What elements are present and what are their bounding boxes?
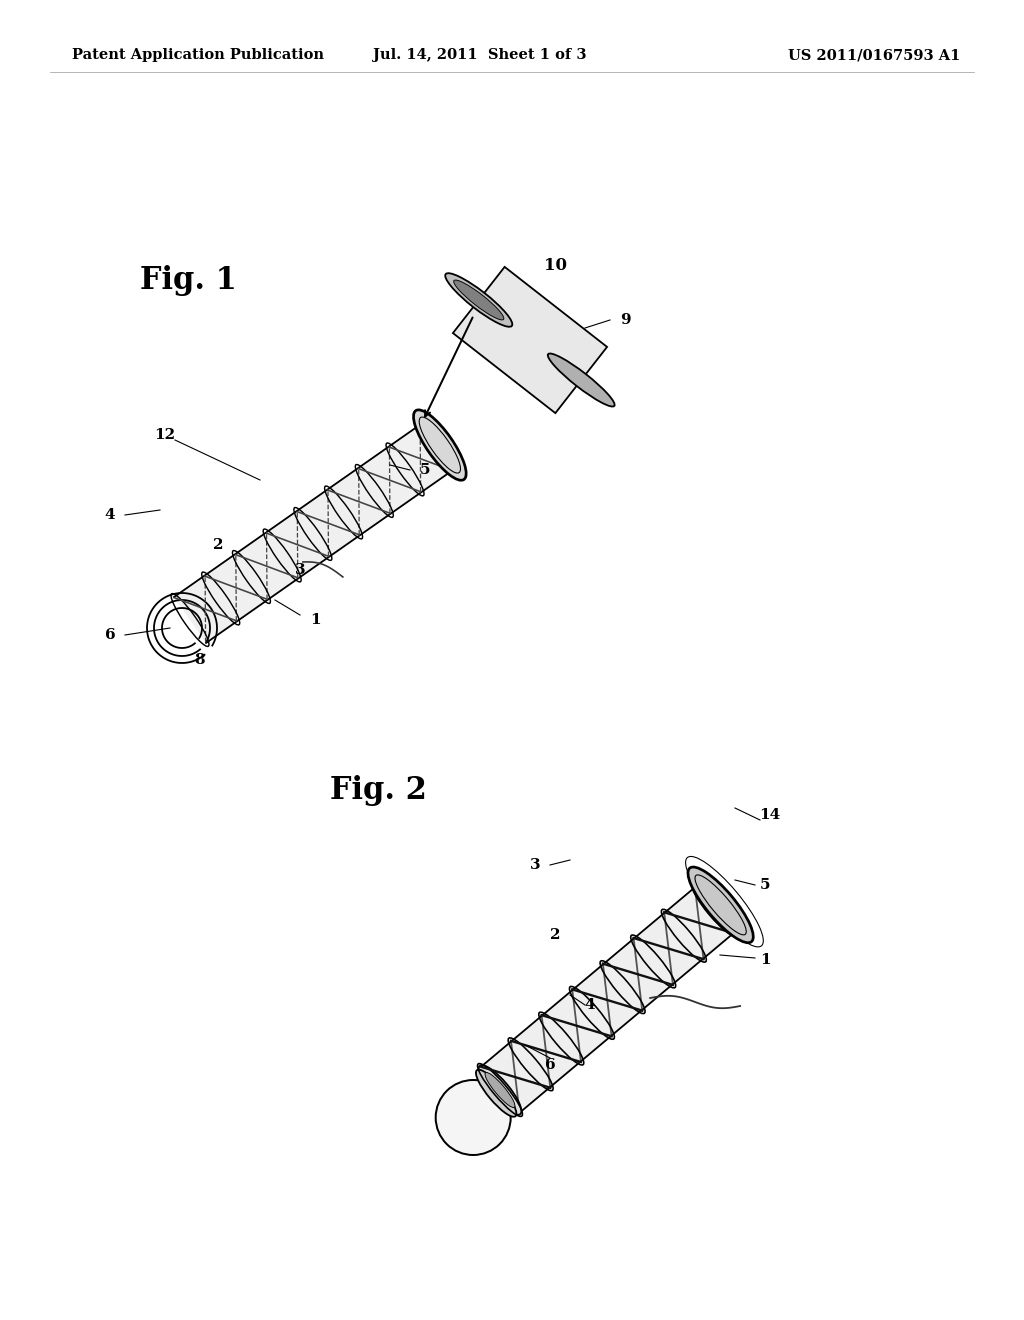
Ellipse shape (435, 1080, 511, 1155)
Text: 6: 6 (104, 628, 116, 642)
Text: Jul. 14, 2011  Sheet 1 of 3: Jul. 14, 2011 Sheet 1 of 3 (374, 48, 587, 62)
Ellipse shape (688, 867, 754, 942)
Text: US 2011/0167593 A1: US 2011/0167593 A1 (787, 48, 961, 62)
Text: Fig. 2: Fig. 2 (330, 775, 427, 805)
Ellipse shape (454, 280, 504, 319)
Text: 1: 1 (760, 953, 770, 968)
Text: 5: 5 (420, 463, 430, 477)
Text: 2: 2 (550, 928, 560, 942)
Ellipse shape (548, 354, 614, 407)
Polygon shape (480, 887, 734, 1113)
Text: 4: 4 (104, 508, 116, 521)
Text: 10: 10 (544, 256, 566, 273)
Polygon shape (453, 267, 607, 413)
Ellipse shape (478, 1065, 521, 1115)
Text: 3: 3 (295, 564, 305, 577)
Ellipse shape (476, 1069, 516, 1117)
Text: 8: 8 (195, 653, 206, 667)
Text: 4: 4 (585, 998, 595, 1012)
Text: 14: 14 (760, 808, 780, 822)
Text: 3: 3 (529, 858, 541, 873)
Text: 6: 6 (545, 1059, 555, 1072)
Text: Fig. 1: Fig. 1 (140, 264, 237, 296)
Text: 2: 2 (213, 539, 223, 552)
Ellipse shape (485, 1072, 515, 1107)
Ellipse shape (445, 273, 512, 327)
Text: 12: 12 (155, 428, 175, 442)
Text: 1: 1 (309, 612, 321, 627)
Ellipse shape (414, 409, 466, 480)
Text: 9: 9 (620, 313, 631, 327)
Text: 5: 5 (760, 878, 770, 892)
Polygon shape (174, 425, 452, 643)
Text: Patent Application Publication: Patent Application Publication (72, 48, 324, 62)
